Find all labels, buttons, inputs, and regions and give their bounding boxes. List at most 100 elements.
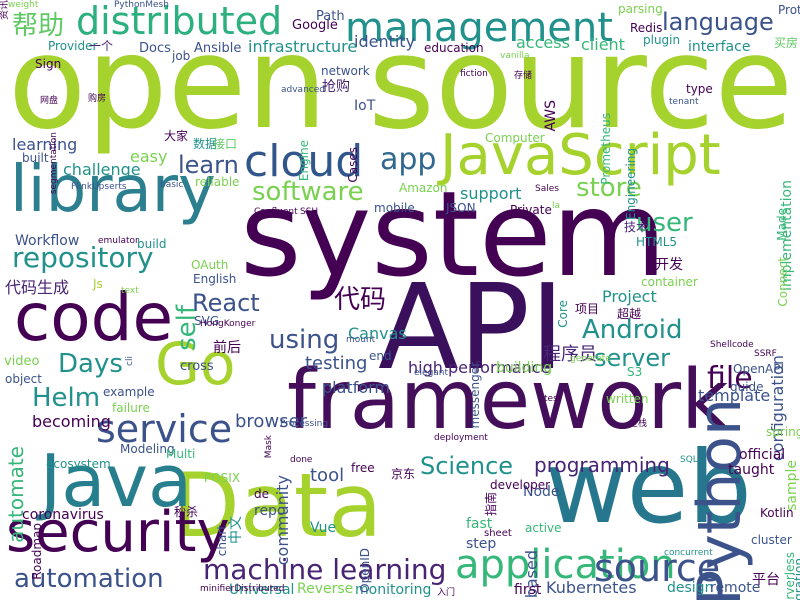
word: Helm bbox=[32, 383, 101, 413]
word: Days bbox=[58, 349, 123, 379]
word: job bbox=[172, 49, 191, 63]
word: API bbox=[378, 258, 565, 396]
word: education bbox=[424, 41, 484, 55]
word: Path bbox=[316, 9, 345, 24]
word: emulator bbox=[98, 236, 139, 246]
word: 项目 bbox=[575, 302, 600, 316]
word: Cases bbox=[346, 147, 360, 183]
word: 代码 bbox=[334, 285, 387, 315]
word: management bbox=[345, 5, 613, 51]
word: 数据 bbox=[193, 137, 218, 151]
word: infrastructure bbox=[248, 37, 358, 56]
word: store bbox=[576, 173, 642, 203]
word: template bbox=[698, 386, 771, 405]
word: 帮助 bbox=[12, 11, 65, 41]
word: test bbox=[544, 394, 562, 404]
word: video bbox=[4, 354, 40, 369]
word: done bbox=[290, 455, 313, 465]
word: fiction bbox=[460, 69, 488, 79]
word: web bbox=[545, 429, 752, 546]
word: weight bbox=[8, 0, 39, 10]
word: generate bbox=[570, 354, 611, 364]
word: deployment bbox=[434, 433, 488, 443]
word: 一个 bbox=[89, 39, 114, 53]
word: user bbox=[636, 208, 693, 238]
word: Android bbox=[582, 315, 683, 345]
word: Engine bbox=[297, 140, 311, 182]
word: Prometheus bbox=[599, 113, 613, 185]
word: Amazon bbox=[399, 181, 448, 195]
word: sheet bbox=[484, 528, 512, 539]
word: basic bbox=[160, 180, 184, 190]
word: integration bbox=[792, 558, 800, 600]
word: 秒杀 bbox=[174, 505, 199, 519]
word: service bbox=[96, 407, 233, 451]
word: Sign bbox=[35, 57, 62, 71]
word: concurrent bbox=[664, 548, 713, 558]
word: HTML5 bbox=[636, 235, 678, 249]
word: 资讯 bbox=[0, 0, 10, 20]
word: system bbox=[240, 165, 667, 303]
word: 程序员 bbox=[543, 344, 597, 365]
word: type bbox=[686, 82, 713, 96]
word: software bbox=[252, 177, 364, 207]
word: Data bbox=[172, 454, 383, 557]
word: cross bbox=[180, 359, 214, 374]
word: community bbox=[273, 475, 292, 566]
word: container bbox=[641, 275, 698, 289]
word: 前后 bbox=[213, 340, 241, 356]
word: server bbox=[594, 344, 670, 372]
word: 中文 bbox=[228, 516, 244, 544]
word: fast bbox=[466, 516, 493, 532]
word: text bbox=[121, 286, 139, 296]
word: interface bbox=[688, 39, 751, 55]
word: minifierDistributed bbox=[200, 584, 285, 594]
word: SVG bbox=[194, 314, 220, 328]
word: automation bbox=[14, 564, 164, 594]
word: Ansible bbox=[194, 41, 242, 56]
word: distributed bbox=[76, 0, 283, 43]
word: 全栈 bbox=[629, 419, 648, 429]
word: code bbox=[14, 279, 174, 356]
word: S3 bbox=[627, 365, 643, 379]
word: repo bbox=[254, 503, 286, 519]
word: 指南 bbox=[484, 492, 498, 517]
word: free bbox=[351, 461, 375, 475]
word: language bbox=[662, 8, 774, 36]
word: OpenAPI bbox=[733, 362, 785, 376]
word: learning bbox=[12, 135, 78, 154]
word: example bbox=[103, 385, 155, 399]
word: 平台 bbox=[752, 572, 780, 588]
word: JSON bbox=[446, 201, 476, 215]
word: design bbox=[667, 580, 714, 596]
word: learn bbox=[178, 151, 239, 179]
word: Vue bbox=[310, 520, 337, 536]
word: step bbox=[466, 536, 497, 552]
word: 大家 bbox=[164, 129, 189, 143]
word: OpenID bbox=[358, 548, 372, 593]
word: 代码生成 bbox=[5, 278, 70, 297]
word: security bbox=[6, 500, 230, 565]
word: Processing bbox=[280, 419, 329, 429]
word: tool bbox=[310, 465, 345, 486]
word: Roadmap bbox=[30, 523, 44, 580]
word: developer bbox=[490, 478, 551, 492]
word: Js bbox=[93, 277, 103, 291]
word: PythonMesh bbox=[114, 0, 169, 10]
word: HongKonger bbox=[200, 319, 256, 329]
word: application bbox=[455, 542, 676, 588]
word: Multi bbox=[166, 447, 196, 461]
word: Made bbox=[775, 208, 789, 241]
word: mount bbox=[346, 335, 376, 345]
word: machine learning bbox=[203, 553, 447, 586]
word: building bbox=[496, 360, 553, 376]
word: high performance bbox=[408, 358, 551, 377]
word: access bbox=[516, 33, 570, 52]
word: support bbox=[460, 184, 522, 203]
word: first bbox=[514, 582, 542, 598]
word: React bbox=[192, 289, 260, 317]
word: SSRF bbox=[754, 349, 777, 359]
word: 购房 bbox=[88, 94, 107, 104]
word: Shellcode bbox=[710, 340, 754, 350]
word: 买房 bbox=[774, 36, 799, 50]
